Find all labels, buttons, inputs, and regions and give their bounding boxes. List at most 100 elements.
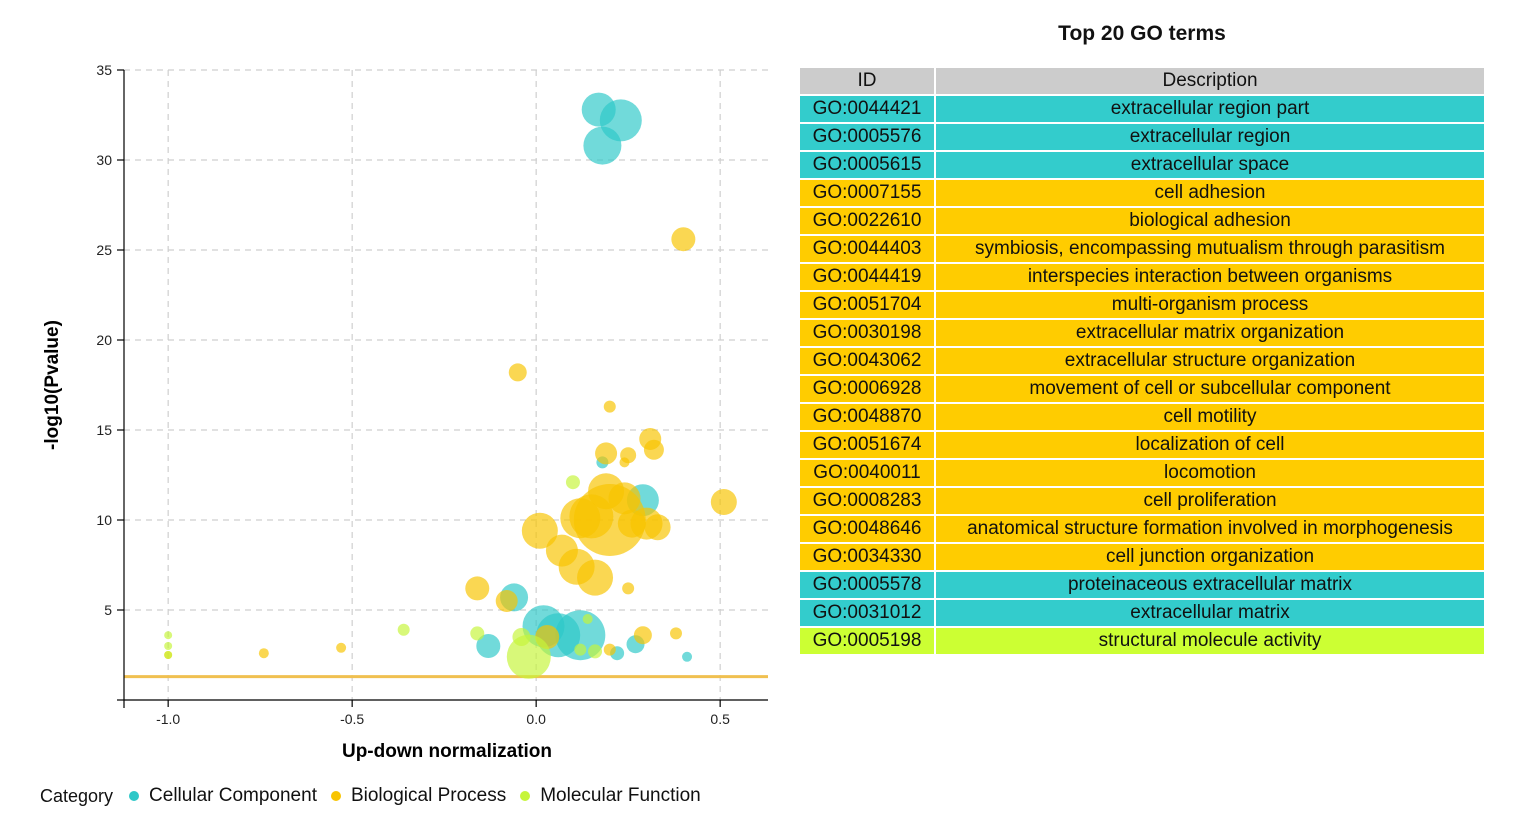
table-row[interactable]: GO:0051674 localization of cell [798,430,1486,460]
table-row[interactable]: GO:0051704 multi-organism process [798,290,1486,320]
bubble-point [521,512,558,549]
bubble-point [506,634,551,679]
bubble-chart: -1.0 -0.5 0.0 0.5 5 10 15 20 25 30 35 Up-down norm… [42,62,768,762]
bubble-point [588,644,603,659]
legend-label: Biological Process [350,785,507,806]
legend-item-biological-process[interactable]: Biological Process [330,785,507,807]
x-tick-label: 0.5 [710,711,730,727]
go-id-cell: GO:0048870 [798,402,936,432]
go-description-cell: symbiosis, encompassing mutualism throug… [934,234,1486,264]
go-description-cell: anatomical structure formation involved … [934,514,1486,544]
go-terms-table: ID Description GO:0044421 extracellular r… [798,66,1486,656]
go-id-cell: GO:0044421 [798,94,936,124]
legend-item-molecular-function[interactable]: Molecular Function [520,785,701,807]
y-tick-label: 30 [96,152,112,168]
bubble-point [644,514,671,541]
go-description-cell: extracellular region [934,122,1486,152]
go-id-cell: GO:0034330 [798,542,936,572]
legend-item-cellular-component[interactable]: Cellular Component [129,785,317,807]
legend-title: Category [40,785,114,806]
bubble-layer [164,92,737,679]
table-row[interactable]: GO:0034330 cell junction organization [798,542,1486,572]
bubble-point [164,651,173,659]
go-description-cell: cell proliferation [934,486,1486,516]
bubble-point [508,363,527,382]
y-axis-title: -log10(Pvalue) [42,320,63,450]
legend-label: Molecular Function [540,785,701,806]
grid-lines [124,69,768,700]
bubble-point [710,489,737,515]
x-tick-label: 0.0 [526,711,546,727]
go-id-cell: GO:0051674 [798,430,936,460]
chart-legend: Category Cellular Component Biological P… [40,783,715,809]
legend-marker-biological-process [330,791,341,801]
go-description-cell: extracellular region part [934,94,1486,124]
table-row[interactable]: GO:0005615 extracellular space [798,150,1486,180]
go-id-cell: GO:0008283 [798,486,936,516]
table-row[interactable]: GO:0030198 extracellular matrix organizat… [798,318,1486,348]
bubble-point [574,643,587,656]
y-tick-label: 25 [96,242,112,258]
table-row[interactable]: GO:0022610 biological adhesion [798,206,1486,236]
go-id-cell: GO:0022610 [798,206,936,236]
bubble-point [622,582,635,595]
go-id-cell: GO:0051704 [798,290,936,320]
table-row[interactable]: GO:0044419 interspecies interaction betwe… [798,262,1486,292]
table-row[interactable]: GO:0044421 extracellular region part [798,94,1486,124]
go-id-cell: GO:0030198 [798,318,936,348]
go-id-cell: GO:0048646 [798,514,936,544]
bubble-point [582,614,593,624]
bubble-point [258,648,269,659]
table-row[interactable]: GO:0007155 cell adhesion [798,178,1486,208]
axes: -1.0 -0.5 0.0 0.5 5 10 15 20 25 30 35 [96,62,768,727]
bubble-point [565,475,580,490]
bubble-point [164,642,173,650]
bubble-point [682,651,693,662]
go-id-cell: GO:0007155 [798,178,936,208]
table-row[interactable]: GO:0043062 extracellular structure organi… [798,346,1486,376]
table-title: Top 20 GO terms [1058,22,1226,45]
bubble-point [603,643,616,656]
x-tick-label: -0.5 [340,711,364,727]
table-row[interactable]: GO:0031012 extracellular matrix [798,598,1486,628]
go-id-cell: GO:0006928 [798,374,936,404]
column-header-id[interactable]: ID [798,66,936,96]
go-description-cell: movement of cell or subcellular componen… [934,374,1486,404]
go-description-cell: proteinaceous extracellular matrix [934,570,1486,600]
table-row[interactable]: GO:0040011 locomotion [798,458,1486,488]
go-id-cell: GO:0031012 [798,598,936,628]
go-description-cell: extracellular space [934,150,1486,180]
go-id-cell: GO:0005576 [798,122,936,152]
go-description-cell: structural molecule activity [934,626,1486,656]
go-description-cell: multi-organism process [934,290,1486,320]
bubble-point [164,631,173,640]
table-row[interactable]: GO:0048870 cell motility [798,402,1486,432]
bubble-point [495,590,518,612]
bubble-point [633,626,652,645]
table-row[interactable]: GO:0048646 anatomical structure formation… [798,514,1486,544]
go-id-cell: GO:0005578 [798,570,936,600]
y-tick-label: 20 [96,332,112,348]
bubble-point [670,627,682,640]
table-row[interactable]: GO:0044403 symbiosis, encompassing mutual… [798,234,1486,264]
go-id-cell: GO:0005198 [798,626,936,656]
go-description-cell: localization of cell [934,430,1486,460]
bubble-point [603,400,616,413]
table-row[interactable]: GO:0005578 proteinaceous extracellular ma… [798,570,1486,600]
go-id-cell: GO:0040011 [798,458,936,488]
table-row[interactable]: GO:0008283 cell proliferation [798,486,1486,516]
bubble-point [583,126,622,165]
go-description-cell: cell motility [934,402,1486,432]
x-axis-title: Up-down normalization [342,741,552,762]
table-row[interactable]: GO:0005576 extracellular region [798,122,1486,152]
bubble-point [671,227,696,252]
table-row[interactable]: GO:0006928 movement of cell or subcellula… [798,374,1486,404]
column-header-description[interactable]: Description [934,66,1486,96]
y-tick-label: 35 [96,62,112,78]
table-row[interactable]: GO:0005198 structural molecule activity [798,626,1486,656]
go-description-cell: locomotion [934,458,1486,488]
go-description-cell: extracellular matrix [934,598,1486,628]
go-description-cell: biological adhesion [934,206,1486,236]
go-id-cell: GO:0044403 [798,234,936,264]
bubble-point [397,623,410,636]
